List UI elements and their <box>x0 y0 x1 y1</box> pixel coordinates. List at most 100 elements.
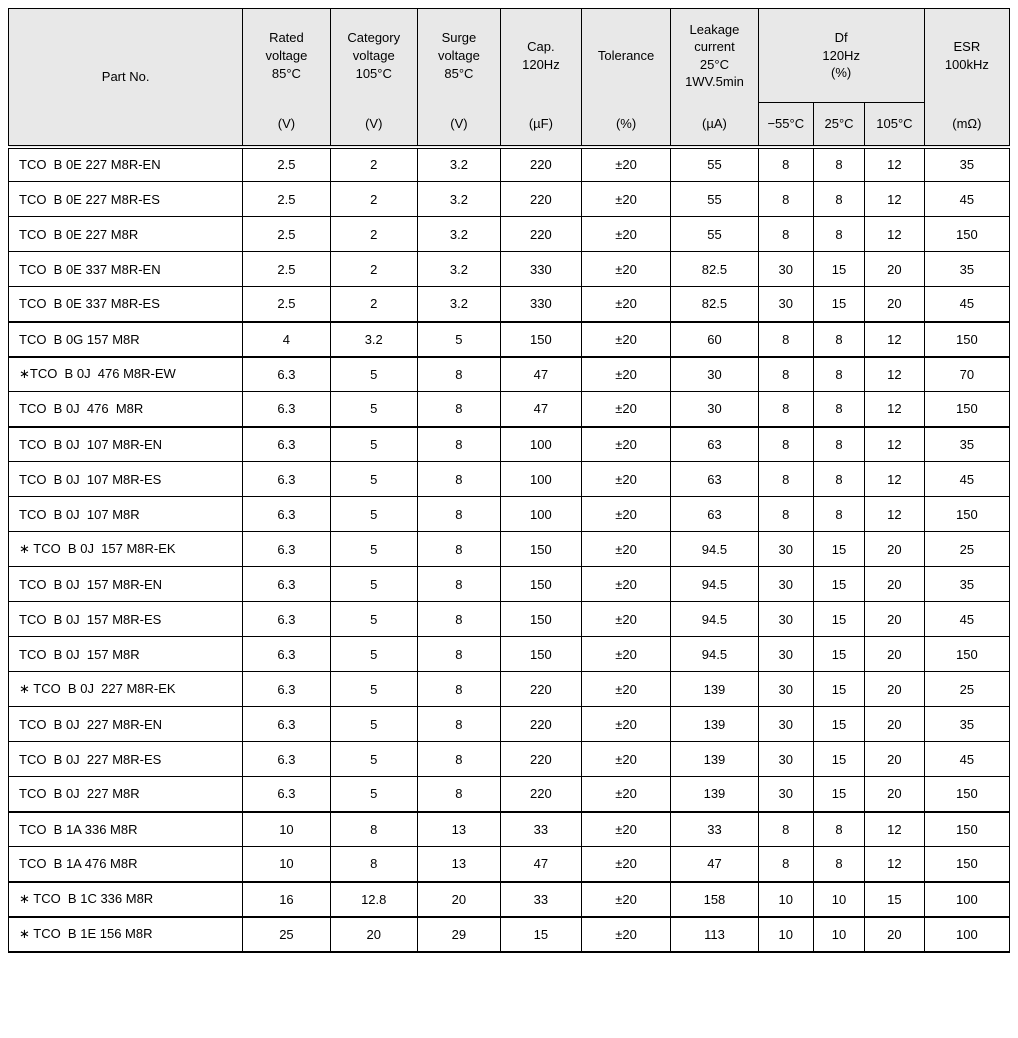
table-row: ∗TCO B 0J 476 M8R-EW6.35847±2030881270 <box>9 357 1010 392</box>
cell-partno: TCO B 0J 107 M8R-ES <box>9 462 243 497</box>
cell-df-105: 12 <box>865 497 925 532</box>
cell-df-55: 30 <box>758 567 813 602</box>
cell-leakage: 94.5 <box>671 532 758 567</box>
cell-leakage: 139 <box>671 672 758 707</box>
cell-surge-voltage: 8 <box>417 742 500 777</box>
cell-df-105: 12 <box>865 182 925 217</box>
cell-surge-voltage: 8 <box>417 392 500 427</box>
spec-table: Part No. Rated voltage 85°C Category vol… <box>8 8 1010 953</box>
cell-partno: TCO B 0J 157 M8R <box>9 637 243 672</box>
cell-esr: 150 <box>924 392 1009 427</box>
cell-surge-voltage: 8 <box>417 532 500 567</box>
cell-tolerance: ±20 <box>581 462 670 497</box>
cell-partno: TCO B 1A 476 M8R <box>9 847 243 882</box>
cell-category-voltage: 5 <box>330 742 417 777</box>
cell-esr: 150 <box>924 497 1009 532</box>
cell-capacitance: 220 <box>500 182 581 217</box>
cell-category-voltage: 2 <box>330 217 417 252</box>
cell-partno: TCO B 0J 476 M8R <box>9 392 243 427</box>
cell-rated-voltage: 6.3 <box>243 357 330 392</box>
cell-df-25: 8 <box>813 462 864 497</box>
cell-rated-voltage: 6.3 <box>243 567 330 602</box>
cell-tolerance: ±20 <box>581 182 670 217</box>
col-df-105: 105°C <box>865 103 925 147</box>
cell-rated-voltage: 2.5 <box>243 182 330 217</box>
cell-df-55: 30 <box>758 287 813 322</box>
table-row: TCO B 0J 107 M8R-ES6.358100±2063881245 <box>9 462 1010 497</box>
cell-df-55: 30 <box>758 672 813 707</box>
cell-category-voltage: 3.2 <box>330 322 417 357</box>
cell-df-25: 15 <box>813 672 864 707</box>
table-row: ∗ TCO B 1C 336 M8R1612.82033±20158101015… <box>9 882 1010 917</box>
cell-category-voltage: 5 <box>330 532 417 567</box>
table-row: TCO B 0J 227 M8R-EN6.358220±201393015203… <box>9 707 1010 742</box>
cell-leakage: 82.5 <box>671 252 758 287</box>
cell-capacitance: 330 <box>500 252 581 287</box>
col-rated-unit: (V) <box>243 103 330 147</box>
cell-category-voltage: 5 <box>330 357 417 392</box>
cell-rated-voltage: 6.3 <box>243 392 330 427</box>
cell-esr: 100 <box>924 917 1009 952</box>
cell-rated-voltage: 10 <box>243 812 330 847</box>
cell-df-55: 10 <box>758 882 813 917</box>
cell-esr: 150 <box>924 637 1009 672</box>
cell-df-105: 12 <box>865 357 925 392</box>
cell-leakage: 60 <box>671 322 758 357</box>
cell-esr: 25 <box>924 532 1009 567</box>
col-leak-unit: (µA) <box>671 103 758 147</box>
cell-df-105: 20 <box>865 777 925 812</box>
col-rated-top: Rated voltage 85°C <box>243 9 330 103</box>
cell-esr: 150 <box>924 777 1009 812</box>
cell-leakage: 139 <box>671 707 758 742</box>
col-tol-unit: (%) <box>581 103 670 147</box>
cell-df-105: 20 <box>865 637 925 672</box>
table-row: ∗ TCO B 0J 227 M8R-EK6.358220±2013930152… <box>9 672 1010 707</box>
cell-surge-voltage: 8 <box>417 637 500 672</box>
cell-capacitance: 33 <box>500 882 581 917</box>
cell-esr: 150 <box>924 812 1009 847</box>
cell-tolerance: ±20 <box>581 392 670 427</box>
cell-tolerance: ±20 <box>581 847 670 882</box>
cell-esr: 35 <box>924 252 1009 287</box>
cell-df-105: 12 <box>865 217 925 252</box>
cell-rated-voltage: 6.3 <box>243 637 330 672</box>
cell-df-55: 8 <box>758 847 813 882</box>
cell-rated-voltage: 6.3 <box>243 532 330 567</box>
cell-surge-voltage: 29 <box>417 917 500 952</box>
cell-tolerance: ±20 <box>581 147 670 182</box>
cell-category-voltage: 12.8 <box>330 882 417 917</box>
cell-surge-voltage: 8 <box>417 427 500 462</box>
cell-leakage: 63 <box>671 462 758 497</box>
cell-leakage: 94.5 <box>671 637 758 672</box>
cell-df-25: 15 <box>813 287 864 322</box>
cell-df-25: 8 <box>813 392 864 427</box>
cell-esr: 35 <box>924 427 1009 462</box>
cell-rated-voltage: 2.5 <box>243 287 330 322</box>
table-row: TCO B 0J 107 M8R-EN6.358100±2063881235 <box>9 427 1010 462</box>
cell-rated-voltage: 4 <box>243 322 330 357</box>
cell-partno: ∗ TCO B 1C 336 M8R <box>9 882 243 917</box>
cell-df-55: 8 <box>758 427 813 462</box>
cell-leakage: 63 <box>671 427 758 462</box>
cell-tolerance: ±20 <box>581 287 670 322</box>
cell-df-25: 8 <box>813 322 864 357</box>
cell-surge-voltage: 3.2 <box>417 252 500 287</box>
cell-surge-voltage: 3.2 <box>417 287 500 322</box>
cell-tolerance: ±20 <box>581 357 670 392</box>
table-row: TCO B 0E 337 M8R-ES2.523.2330±2082.53015… <box>9 287 1010 322</box>
cell-capacitance: 100 <box>500 462 581 497</box>
cell-tolerance: ±20 <box>581 812 670 847</box>
cell-df-105: 12 <box>865 462 925 497</box>
cell-category-voltage: 2 <box>330 252 417 287</box>
col-df-55: −55°C <box>758 103 813 147</box>
cell-tolerance: ±20 <box>581 567 670 602</box>
cell-capacitance: 220 <box>500 217 581 252</box>
cell-partno: TCO B 0E 227 M8R <box>9 217 243 252</box>
cell-surge-voltage: 3.2 <box>417 182 500 217</box>
cell-category-voltage: 2 <box>330 147 417 182</box>
cell-df-105: 20 <box>865 287 925 322</box>
cell-surge-voltage: 8 <box>417 707 500 742</box>
cell-surge-voltage: 8 <box>417 357 500 392</box>
cell-capacitance: 220 <box>500 672 581 707</box>
cell-partno: TCO B 1A 336 M8R <box>9 812 243 847</box>
